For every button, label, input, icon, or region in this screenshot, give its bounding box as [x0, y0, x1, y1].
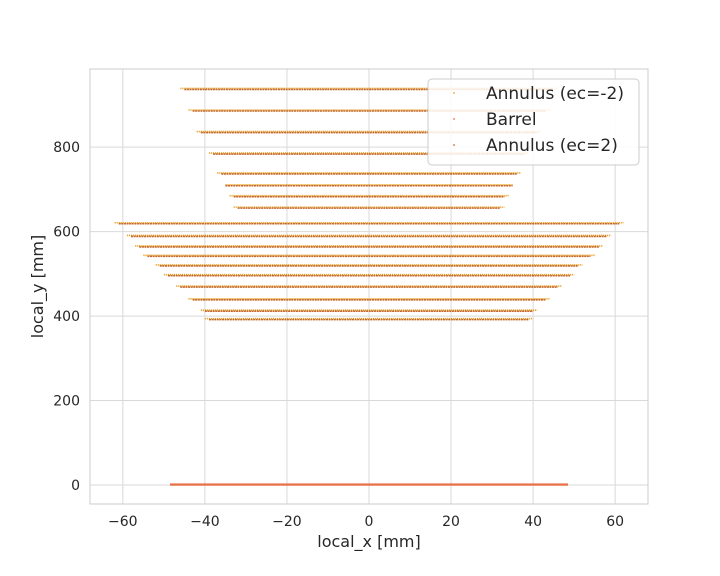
- y-tick-label: 200: [53, 394, 80, 410]
- x-tick-label: −20: [272, 514, 302, 530]
- legend-label: Barrel: [486, 110, 537, 130]
- legend-label: Annulus (ec=2): [486, 136, 618, 156]
- y-tick-label: 0: [71, 478, 80, 494]
- x-tick-label: −40: [190, 514, 220, 530]
- x-tick-label: 0: [365, 514, 374, 530]
- legend-marker: [453, 144, 455, 146]
- plot-frame: [89, 68, 649, 505]
- x-axis-label: local_x [mm]: [317, 532, 421, 552]
- y-tick-label: 800: [53, 140, 80, 156]
- x-tick-label: 60: [606, 514, 624, 530]
- legend-marker: [453, 92, 455, 94]
- legend-box: [427, 78, 640, 166]
- x-tick-label: −60: [108, 514, 138, 530]
- series-0: [114, 87, 624, 320]
- x-tick-label: 20: [442, 514, 460, 530]
- legend-label: Annulus (ec=-2): [486, 84, 624, 104]
- y-axis-ticks: 0 200 400 600 800: [53, 140, 80, 494]
- y-tick-label: 400: [53, 309, 80, 325]
- legend-marker: [453, 118, 455, 120]
- x-tick-label: 40: [524, 514, 542, 530]
- y-axis-label: local_y [mm]: [28, 235, 48, 339]
- y-tick-label: 600: [53, 225, 80, 241]
- legend: Annulus (ec=-2) Barrel Annulus (ec=2): [427, 78, 640, 166]
- x-axis-ticks: −60 −40 −20 0 20 40 60: [108, 514, 624, 530]
